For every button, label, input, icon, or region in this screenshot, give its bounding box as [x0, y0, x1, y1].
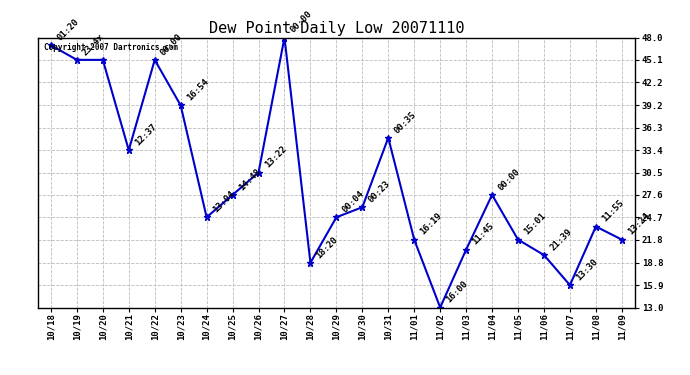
- Text: 13:22: 13:22: [263, 144, 288, 170]
- Text: Copyright 2007 Dartronics.com: Copyright 2007 Dartronics.com: [44, 43, 178, 52]
- Text: 23:4x: 23:4x: [81, 32, 106, 57]
- Title: Dew Point Daily Low 20071110: Dew Point Daily Low 20071110: [208, 21, 464, 36]
- Text: 16:00: 16:00: [444, 279, 470, 305]
- Text: 18:20: 18:20: [315, 235, 340, 260]
- Text: 13:30: 13:30: [574, 257, 600, 282]
- Text: 01:20: 01:20: [55, 17, 81, 42]
- Text: 14:48: 14:48: [237, 167, 262, 192]
- Text: 21:39: 21:39: [548, 227, 573, 252]
- Text: 16:54: 16:54: [185, 77, 210, 103]
- Text: 13:04: 13:04: [210, 189, 236, 214]
- Text: 00:00: 00:00: [159, 32, 184, 57]
- Text: 00:00: 00:00: [496, 167, 522, 192]
- Text: 00:23: 00:23: [366, 179, 392, 204]
- Text: 16:19: 16:19: [418, 211, 444, 237]
- Text: 13:24: 13:24: [626, 211, 651, 237]
- Text: 11:45: 11:45: [471, 222, 495, 247]
- Text: 00:35: 00:35: [393, 110, 418, 135]
- Text: 15:01: 15:01: [522, 211, 548, 237]
- Text: 12:37: 12:37: [133, 122, 158, 147]
- Text: 00:00: 00:00: [288, 9, 314, 35]
- Text: 00:04: 00:04: [341, 189, 366, 214]
- Text: 11:55: 11:55: [600, 198, 625, 224]
